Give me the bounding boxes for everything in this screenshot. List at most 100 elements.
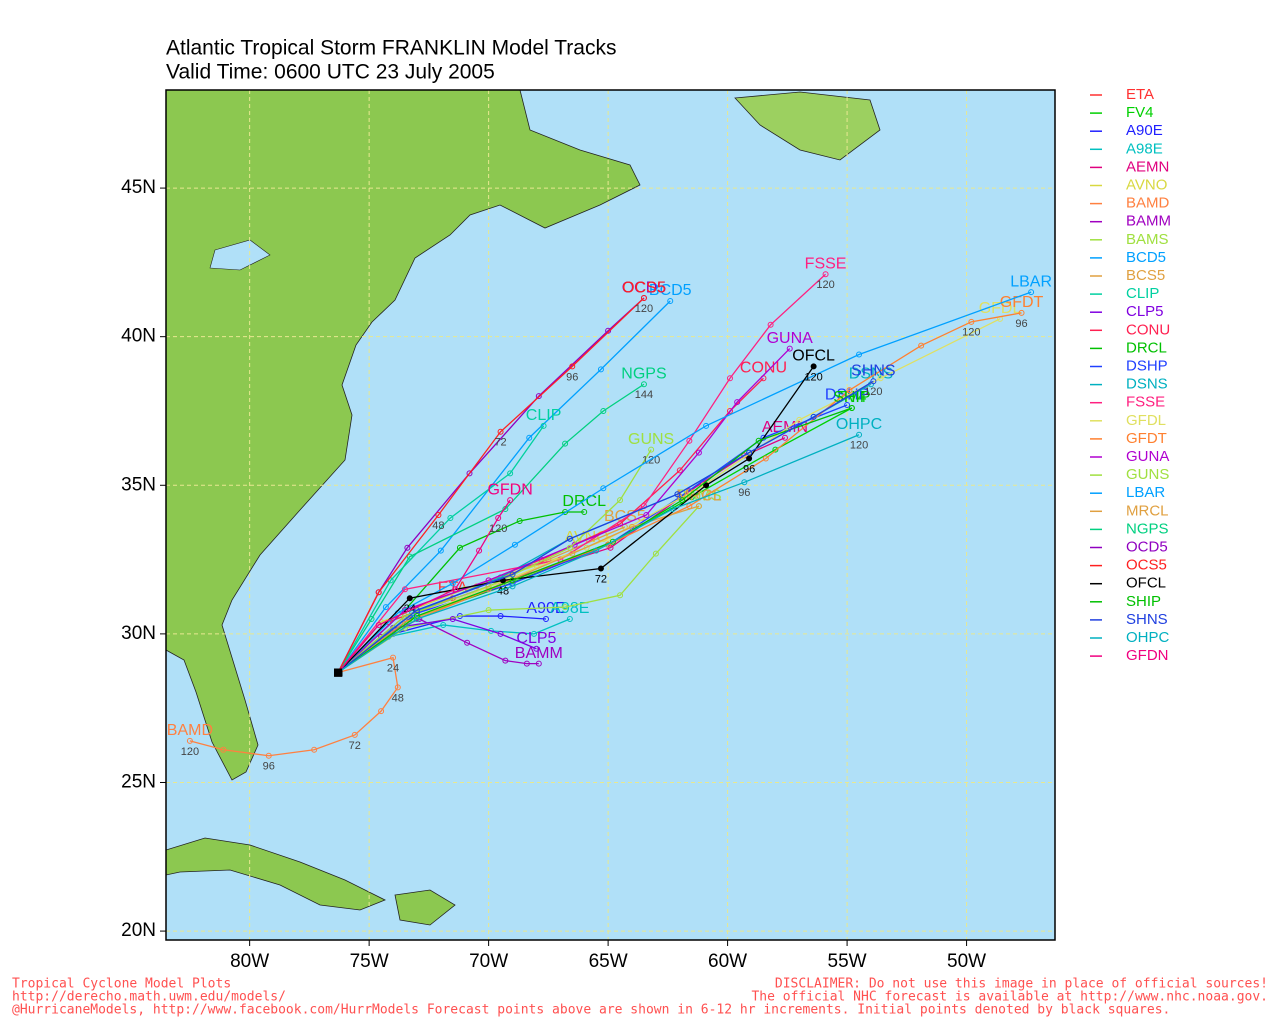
forecast-point (562, 440, 569, 447)
forecast-point (726, 407, 733, 414)
track (337, 300, 671, 673)
forecast-point (401, 613, 408, 620)
forecast-point (695, 503, 702, 510)
forecast-point (406, 595, 413, 602)
hour-label: 144 (635, 389, 653, 401)
footer-left: http://derecho.math.uwm.edu/models/ (12, 990, 286, 1005)
hour-label: 96 (743, 463, 755, 475)
forecast-point (566, 616, 573, 623)
lake (209, 239, 271, 271)
track-label: CONU (740, 360, 787, 377)
track-label: GUNS (628, 431, 674, 448)
hour-label: 48 (392, 692, 404, 704)
footer: Tropical Cyclone Model Plotshttp://derec… (12, 977, 1268, 1018)
forecast-point (810, 363, 817, 370)
x-tick-label: 55W (828, 951, 867, 972)
forecast-point (643, 512, 650, 518)
forecast-point (456, 544, 463, 551)
forecast-point (485, 586, 492, 593)
track-label: BAMD (167, 722, 213, 739)
forecast-point (404, 544, 411, 551)
y-tick-label: 35N (121, 474, 156, 495)
forecast-point (918, 342, 925, 349)
forecast-point (695, 449, 702, 456)
legend-label: BCD5 (1126, 249, 1166, 266)
legend-label: GFDL (1126, 412, 1166, 429)
footer-right: The official NHC forecast is available a… (751, 990, 1268, 1005)
forecast-point (406, 553, 413, 560)
legend-label: BAMM (1126, 213, 1171, 230)
track (337, 380, 874, 674)
land-hispaniola (394, 889, 456, 926)
forecast-point (597, 366, 604, 373)
forecast-point (466, 470, 473, 477)
forecast-point (609, 538, 616, 545)
forecast-point (523, 660, 530, 667)
forecast-point (848, 405, 855, 412)
y-tick-label: 25N (121, 771, 156, 792)
forecast-point (569, 363, 576, 370)
forecast-point (569, 550, 576, 557)
legend-label: DSHP (1126, 357, 1168, 374)
track (337, 505, 700, 674)
legend-label: CLIP (1126, 285, 1159, 302)
forecast-point (401, 624, 408, 631)
track (337, 348, 791, 673)
forecast-point (734, 399, 741, 406)
track (337, 312, 1022, 674)
footer-left: Tropical Cyclone Model Plots (12, 977, 231, 992)
forecast-point (502, 657, 509, 664)
hour-label: 72 (349, 740, 361, 752)
y-tick-label: 40N (121, 326, 156, 347)
land-cuba (166, 837, 386, 911)
forecast-point (741, 479, 748, 486)
forecast-point (1028, 289, 1035, 296)
forecast-point (566, 544, 573, 551)
forecast-point (390, 654, 397, 661)
legend-label: DSNS (1126, 376, 1168, 393)
hour-label: 120 (489, 523, 507, 535)
hour-label: 120 (816, 279, 834, 291)
hour-label: 120 (850, 440, 868, 452)
forecast-point (507, 497, 514, 504)
forecast-point (540, 422, 547, 429)
hour-label: 120 (962, 327, 980, 339)
legend-label: SHNS (1126, 611, 1168, 628)
track-label: A90E (526, 600, 565, 617)
forecast-point (449, 616, 456, 623)
hour-label: 48 (432, 520, 444, 532)
track (337, 297, 645, 673)
forecast-point (497, 428, 504, 435)
track (337, 425, 545, 673)
track-label: OHPC (836, 416, 882, 433)
legend-label: GFDN (1126, 647, 1169, 664)
hour-label: 120 (804, 371, 822, 383)
footer-left: @HurricaneModels, http://www.facebook.co… (12, 1003, 1170, 1018)
forecast-point (509, 583, 516, 590)
track-label: SHNS (851, 362, 895, 379)
forecast-point (375, 621, 382, 628)
forecast-point (593, 547, 600, 554)
forecast-point (629, 523, 636, 530)
track-label: OCD5 (622, 279, 667, 296)
forecast-point (786, 345, 793, 352)
legend-label: OHPC (1126, 629, 1170, 646)
forecast-point (877, 375, 884, 382)
hour-label: 72 (494, 437, 506, 449)
legend-label: OCD5 (1126, 538, 1168, 555)
forecast-point (856, 351, 863, 358)
forecast-point (378, 708, 385, 715)
forecast-point (617, 497, 624, 504)
legend-label: BCS5 (1126, 267, 1165, 284)
forecast-point (394, 684, 401, 691)
hour-label: 96 (738, 487, 750, 499)
track-label: CLIP (526, 407, 562, 424)
forecast-point (746, 449, 753, 456)
forecast-point (435, 512, 442, 518)
forecast-point (846, 387, 853, 394)
x-tick-label: 70W (469, 951, 508, 972)
legend-label: GFDT (1126, 430, 1167, 447)
forecast-point (401, 586, 408, 593)
forecast-point (533, 645, 540, 652)
